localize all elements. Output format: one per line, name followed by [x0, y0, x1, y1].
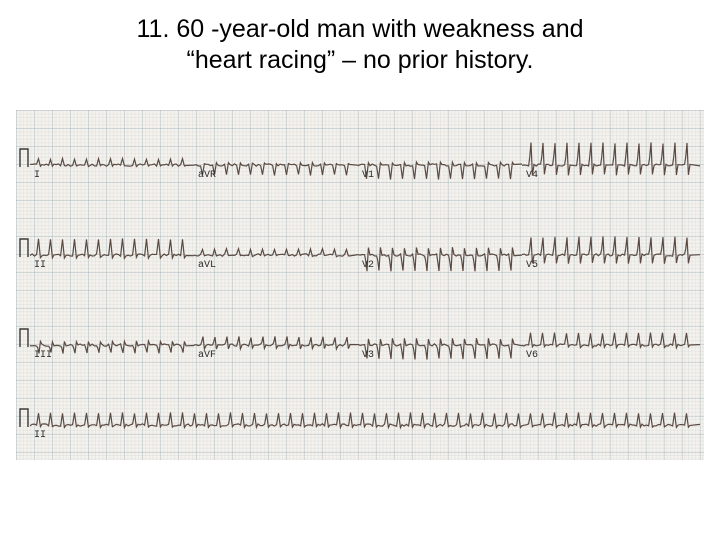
ecg-lead-v2: [358, 247, 522, 271]
ecg-lead-i: [30, 159, 194, 167]
lead-label-v5: V5: [526, 260, 538, 271]
slide: 11. 60 -year-old man with weakness and “…: [0, 0, 720, 540]
ecg-lead-iii: [30, 341, 194, 354]
lead-label-ii: II: [34, 260, 46, 271]
lead-label-avr: aVR: [198, 170, 216, 181]
calibration-mark: [20, 409, 28, 427]
ecg-lead-v1: [358, 162, 522, 180]
title-line-2: “heart racing” – no prior history.: [0, 45, 720, 76]
lead-label-i: I: [34, 170, 40, 181]
ecg-traces: [16, 110, 704, 460]
lead-label-v1: V1: [362, 170, 374, 181]
ecg-strip: IaVR V1 V4 II aVL V2 V5 III aVF V3 V6 II: [16, 110, 704, 460]
calibration-mark: [20, 239, 28, 257]
calibration-mark: [20, 329, 28, 347]
ecg-lead-v4: [522, 142, 700, 175]
calibration-mark: [20, 149, 28, 167]
ecg-lead-ii_rhythm: [30, 412, 700, 427]
lead-label-v3: V3: [362, 350, 374, 361]
ecg-lead-avl: [194, 249, 358, 257]
lead-label-v2: V2: [362, 260, 374, 271]
ecg-lead-ii: [30, 238, 194, 258]
ecg-lead-v6: [522, 333, 700, 348]
lead-label-v6: V6: [526, 350, 538, 361]
ecg-lead-avf: [194, 336, 358, 349]
lead-label-avf: aVF: [198, 350, 216, 361]
lead-label-v4: V4: [526, 170, 538, 181]
title-line-1: 11. 60 -year-old man with weakness and: [0, 14, 720, 45]
lead-label-ii_rhythm: II: [34, 430, 46, 441]
slide-title: 11. 60 -year-old man with weakness and “…: [0, 14, 720, 77]
ecg-lead-v5: [522, 236, 700, 263]
ecg-lead-avr: [194, 163, 358, 176]
lead-label-iii: III: [34, 350, 52, 361]
lead-label-avl: aVL: [198, 260, 216, 271]
ecg-lead-v3: [358, 338, 522, 359]
